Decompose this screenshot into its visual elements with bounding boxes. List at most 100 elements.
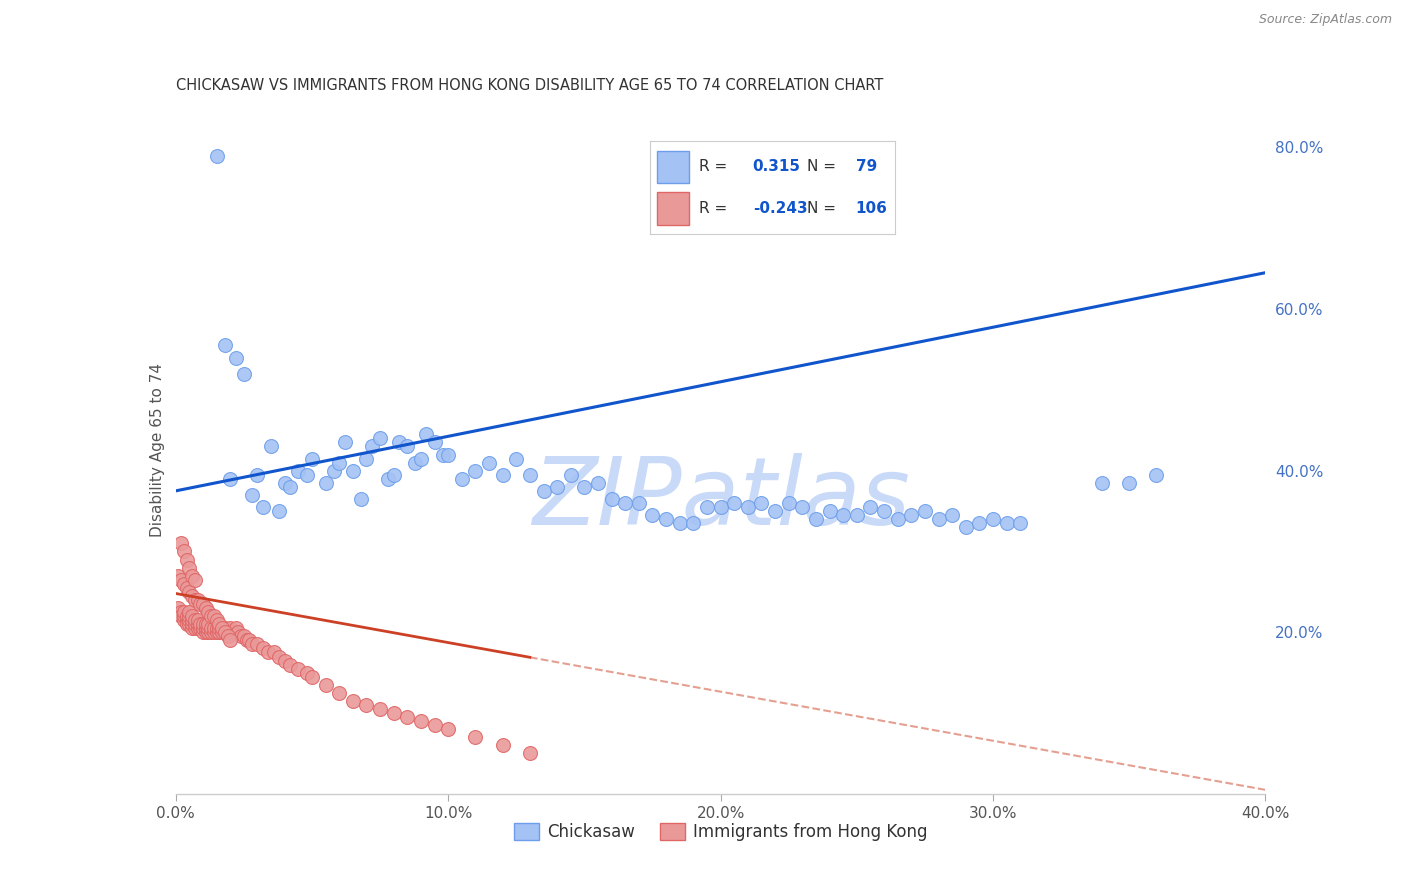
Point (179, 617, 201, 632)
Point (184, 613, 207, 627)
Point (792, 500, 814, 514)
Point (710, 500, 733, 514)
Point (191, 597, 214, 611)
Point (188, 597, 211, 611)
Point (328, 686, 350, 700)
Text: N =: N = (807, 160, 841, 174)
Point (900, 508, 922, 522)
Point (170, 573, 193, 587)
Point (804, 512, 827, 526)
Point (751, 496, 773, 510)
Y-axis label: Disability Age 65 to 74: Disability Age 65 to 74 (149, 363, 165, 538)
Point (188, 621, 211, 635)
Point (191, 621, 214, 635)
Point (315, 678, 337, 692)
Point (873, 504, 896, 518)
Point (301, 451, 323, 466)
Point (202, 609, 225, 624)
Point (519, 467, 541, 482)
Point (176, 613, 198, 627)
Point (181, 621, 204, 635)
Point (546, 480, 568, 494)
Point (269, 504, 291, 518)
Point (219, 472, 242, 486)
Point (197, 617, 219, 632)
Point (181, 613, 204, 627)
Point (533, 483, 555, 498)
FancyBboxPatch shape (657, 193, 689, 225)
Point (409, 451, 432, 466)
Point (928, 512, 950, 526)
Point (682, 516, 704, 531)
Point (197, 625, 219, 640)
Point (382, 706, 405, 720)
Point (574, 480, 596, 494)
Point (179, 560, 201, 574)
Point (818, 504, 841, 518)
Point (252, 500, 274, 514)
Point (377, 472, 399, 486)
Point (278, 480, 301, 494)
Point (322, 464, 344, 478)
Point (914, 504, 936, 518)
Point (184, 621, 207, 635)
Text: 106: 106 (856, 201, 887, 216)
Point (214, 621, 236, 635)
Point (173, 609, 195, 624)
Point (167, 568, 190, 582)
Point (295, 665, 318, 680)
Point (763, 504, 786, 518)
Point (600, 491, 623, 506)
Point (231, 629, 253, 643)
Point (205, 148, 228, 162)
Point (225, 625, 247, 640)
Point (219, 633, 242, 648)
Text: ZIPatlas: ZIPatlas (531, 453, 910, 544)
Point (396, 710, 419, 724)
Point (184, 593, 207, 607)
Point (228, 625, 250, 640)
Point (217, 625, 239, 640)
Point (179, 605, 201, 619)
Point (173, 613, 195, 627)
Point (181, 609, 204, 624)
Point (778, 496, 800, 510)
Point (655, 512, 678, 526)
Point (627, 496, 650, 510)
Point (170, 609, 193, 624)
Point (315, 475, 337, 490)
Point (333, 435, 356, 450)
Point (176, 609, 198, 624)
Point (432, 448, 454, 462)
Point (181, 617, 204, 632)
Point (464, 731, 486, 745)
Point (202, 621, 225, 635)
Point (505, 451, 527, 466)
Point (179, 613, 201, 627)
Point (287, 662, 309, 676)
Point (263, 645, 285, 659)
Text: 0.315: 0.315 (752, 160, 801, 174)
Point (301, 670, 323, 684)
Point (437, 723, 460, 737)
Point (995, 516, 1018, 531)
Point (179, 609, 201, 624)
Point (186, 613, 209, 627)
Point (257, 645, 280, 659)
Point (181, 568, 204, 582)
Point (205, 621, 228, 635)
Point (274, 475, 297, 490)
Point (176, 617, 198, 632)
Point (415, 427, 437, 442)
Point (464, 464, 486, 478)
Point (225, 621, 247, 635)
Point (614, 496, 637, 510)
Point (173, 605, 195, 619)
Point (240, 488, 263, 502)
Text: -0.243: -0.243 (752, 201, 807, 216)
Point (232, 367, 254, 381)
Text: R =: R = (699, 160, 733, 174)
Point (342, 694, 364, 708)
Point (191, 617, 214, 632)
Point (214, 625, 236, 640)
